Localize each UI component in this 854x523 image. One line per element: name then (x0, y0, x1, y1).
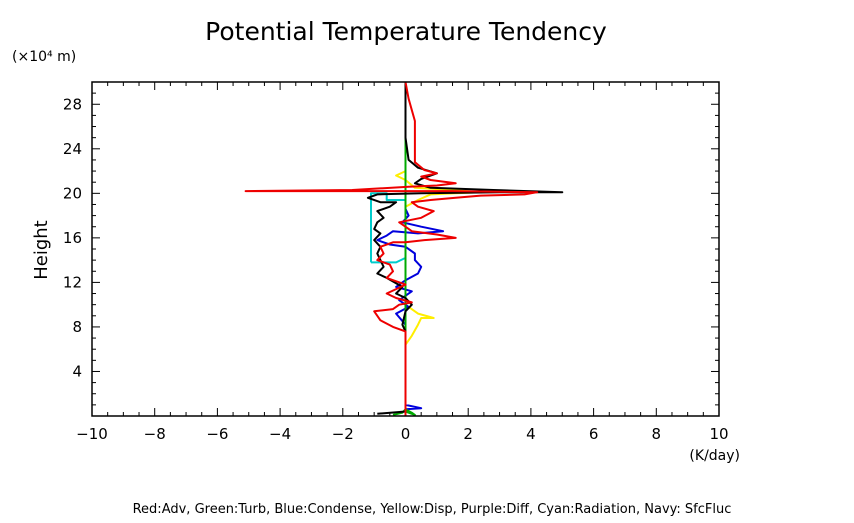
legend-text: Red:Adv, Green:Turb, Blue:Condense, Yell… (133, 502, 732, 517)
series-line-net (366, 82, 564, 415)
x-tick-label: −10 (76, 425, 108, 443)
x-unit-label: (K/day) (689, 448, 740, 464)
y-axis-label: Height (31, 220, 52, 280)
x-tick-label: −4 (269, 425, 291, 443)
x-tick-label: 6 (589, 425, 599, 443)
y-tick-label: 8 (72, 318, 82, 336)
y-unit-label: (×10⁴ m) (12, 49, 76, 65)
chart-title: Potential Temperature Tendency (205, 17, 607, 46)
y-tick-label: 16 (63, 229, 82, 247)
x-tick-label: 10 (709, 425, 728, 443)
y-tick-label: 12 (63, 273, 82, 291)
series-lines (244, 81, 564, 416)
x-tick-label: 2 (463, 425, 473, 443)
x-tick-label: −2 (332, 425, 354, 443)
series-line-turb (392, 82, 416, 416)
series-line-disp (395, 87, 482, 416)
x-tick-label: 8 (652, 425, 662, 443)
series-line-radiation (370, 192, 407, 264)
x-tick-label: 4 (526, 425, 536, 443)
x-tick-label: −8 (144, 425, 166, 443)
x-tick-label: −6 (206, 425, 228, 443)
series-line-condense (376, 82, 445, 416)
plot-frame (91, 81, 720, 417)
x-tick-label: 0 (401, 425, 411, 443)
y-tick-label: 4 (72, 362, 82, 380)
y-tick-label: 28 (63, 95, 82, 113)
y-tick-label: 24 (63, 140, 82, 158)
y-tick-label: 20 (63, 184, 82, 202)
series-line-adv (244, 81, 539, 416)
